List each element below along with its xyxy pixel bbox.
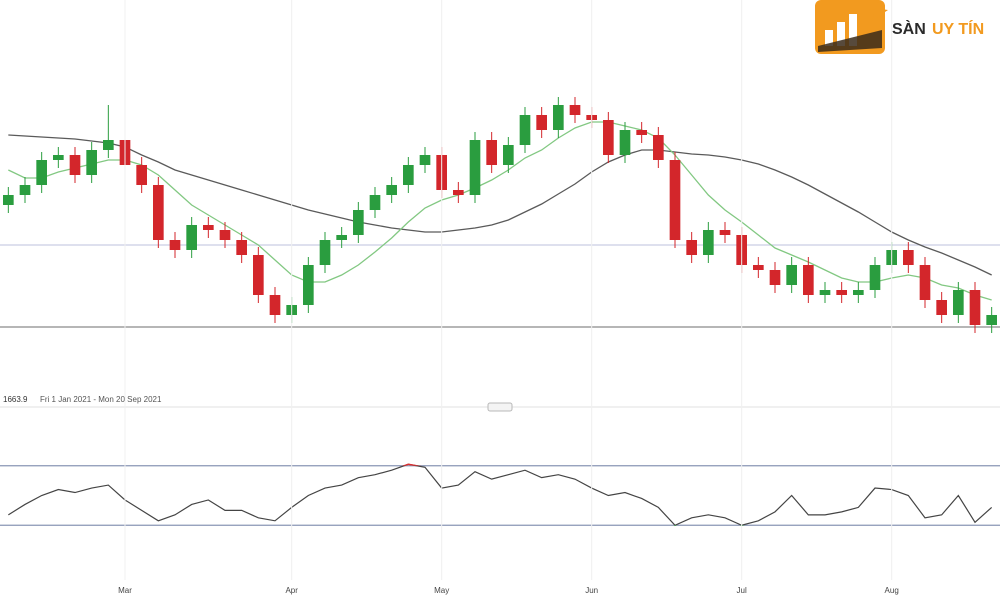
candle-body [936,300,947,315]
candle-body [786,265,797,285]
candle-body [153,185,164,240]
candle-body [686,240,697,255]
candle-body [469,140,481,195]
candle-body [519,115,531,145]
x-tick-label: May [434,586,449,595]
candle-body [419,155,431,165]
logo-bar [849,14,857,46]
candle-body [319,240,331,265]
candle-body [386,185,397,195]
x-tick-label: Jul [737,586,747,595]
candle-body [569,105,581,115]
candle-body [186,225,197,250]
logo: SÀN UY TÍN [815,0,984,54]
logo-star [868,2,888,21]
candle-body [603,120,614,155]
candle-body [136,165,147,185]
x-tick-label: Jun [585,586,598,595]
candle-body [986,315,997,325]
candle-body [836,290,847,295]
candle-body [103,140,114,150]
logo-bar [837,22,845,46]
date-range: Fri 1 Jan 2021 - Mon 20 Sep 2021 [40,395,162,404]
candle-body [653,135,664,160]
candle-body [753,265,764,270]
candle-body [203,225,214,230]
candle-body [869,265,881,290]
logo-text: SÀN [892,19,926,38]
candle-body [3,195,14,205]
candle-body [503,145,514,165]
candle-body [86,150,97,175]
logo-text: UY TÍN [932,19,984,38]
candle-body [486,140,497,165]
candle-body [169,240,181,250]
indicator-line [8,463,993,526]
resize-handle[interactable] [487,402,513,412]
last-value: 1663.9 [3,395,28,404]
candle-body [669,160,681,240]
candle-body [919,265,931,300]
candle-body [536,115,547,130]
logo-swoosh [818,30,882,52]
logo-bar [825,30,833,46]
candle-body [619,130,631,155]
candle-body [953,290,964,315]
moving-average [8,121,992,301]
candle-body [453,190,464,195]
candle-body [769,270,781,285]
candle-body [819,290,831,295]
candle-body [403,165,414,185]
candle-body [253,255,264,295]
candle-body [236,240,247,255]
candle-body [553,105,564,130]
candle-body [719,230,731,235]
candle-body [803,265,814,295]
candle-body [703,230,714,255]
candle-body [903,250,914,265]
candle-body [353,210,364,235]
candle-body [219,230,231,240]
x-tick-label: Mar [118,586,132,595]
moving-average [8,134,992,276]
x-tick-label: Aug [885,586,899,595]
candle-body [969,290,981,325]
candle-body [269,295,281,315]
candle-body [303,265,314,305]
candle-body [69,155,81,175]
x-tick-label: Apr [285,586,298,595]
candle-body [53,155,64,160]
candle-body [36,160,47,185]
candle-body [19,185,31,195]
candle-body [336,235,347,240]
candle-body [853,290,864,295]
candle-body [369,195,381,210]
candle-body [636,130,647,135]
